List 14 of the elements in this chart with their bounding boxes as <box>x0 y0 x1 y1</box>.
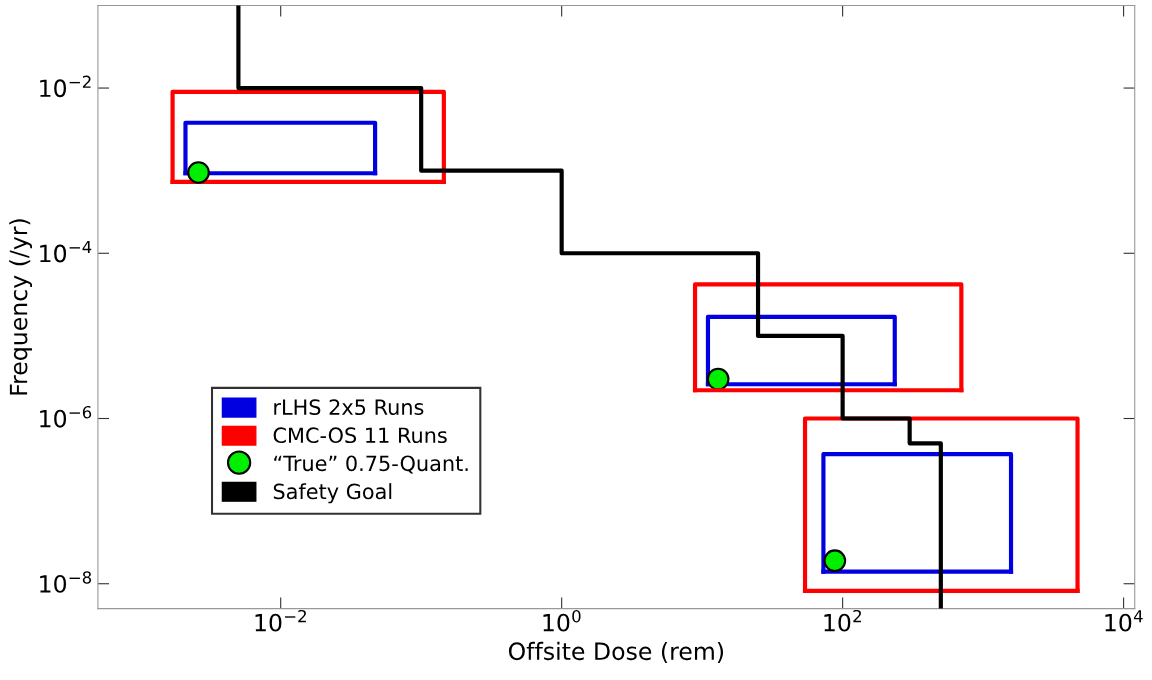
legend-label: “True” 0.75-Quant. <box>274 455 468 474</box>
legend-label: CMC-OS 11 Runs <box>273 427 447 444</box>
legend-label: Safety Goal <box>273 483 392 504</box>
y-tick-label: 10$^{−6}$ <box>40 405 92 428</box>
x-tick-label: 10$^{0}$ <box>543 609 581 632</box>
y-tick-label: 10$^{−8}$ <box>40 571 92 593</box>
y-axis-title: Frequency (/yr) <box>9 219 33 395</box>
legend-label: rLHS 2x5 Runs <box>274 399 424 416</box>
x-tick-label: 10$^{2}$ <box>824 609 861 632</box>
x-tick-label: 10$^{−2}$ <box>255 609 306 632</box>
x-axis-title: Offsite Dose (rem) <box>508 641 724 663</box>
y-tick-label: 10$^{−4}$ <box>40 241 92 263</box>
x-tick-label: 10$^{4}$ <box>1105 610 1143 632</box>
y-tick-label: 10$^{−2}$ <box>40 75 91 98</box>
